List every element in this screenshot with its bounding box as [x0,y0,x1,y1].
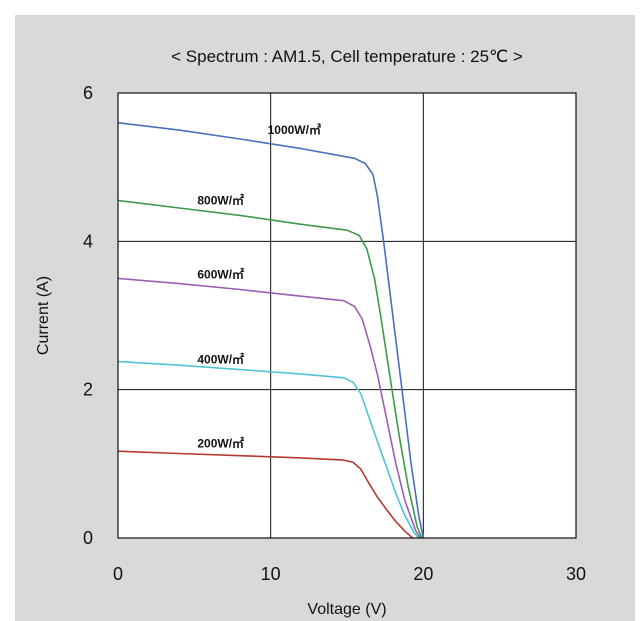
x-tick-label-0: 0 [113,564,123,584]
y-tick-labels: 0 2 4 6 [83,83,93,548]
y-tick-label-2: 4 [83,231,93,251]
series-label-2: 600W/㎡ [197,266,244,281]
y-axis-label: Current (A) [35,276,52,355]
y-tick-label-3: 6 [83,83,93,103]
series-label-1: 800W/㎡ [197,192,244,207]
x-tick-label-3: 30 [566,564,586,584]
y-tick-label-1: 2 [83,380,93,400]
plot-background [118,93,576,538]
curve-labels: 1000W/㎡ 800W/㎡ 600W/㎡ 400W/㎡ 200W/㎡ [197,122,321,451]
series-line-3 [117,360,420,539]
grid-lines [118,93,576,538]
series-label-0: 1000W/㎡ [268,122,321,137]
series-line-2 [117,277,421,539]
series-label-4: 200W/㎡ [197,436,244,451]
series-line-0 [117,121,425,539]
chart-title: < Spectrum : AM1.5, Cell temperature : 2… [171,47,523,66]
plot-area: 1000W/㎡ 800W/㎡ 600W/㎡ 400W/㎡ 200W/㎡ [117,92,577,539]
series-label-3: 400W/㎡ [197,352,244,367]
plot-frame [117,92,577,539]
x-tick-label-2: 20 [413,564,433,584]
series-line-1 [117,199,423,539]
x-tick-labels: 0 10 20 30 [113,564,586,584]
y-tick-label-0: 0 [83,528,93,548]
series-layer [117,121,425,539]
x-tick-label-1: 10 [261,564,281,584]
x-axis-label: Voltage (V) [307,601,386,618]
series-line-4 [117,450,414,539]
